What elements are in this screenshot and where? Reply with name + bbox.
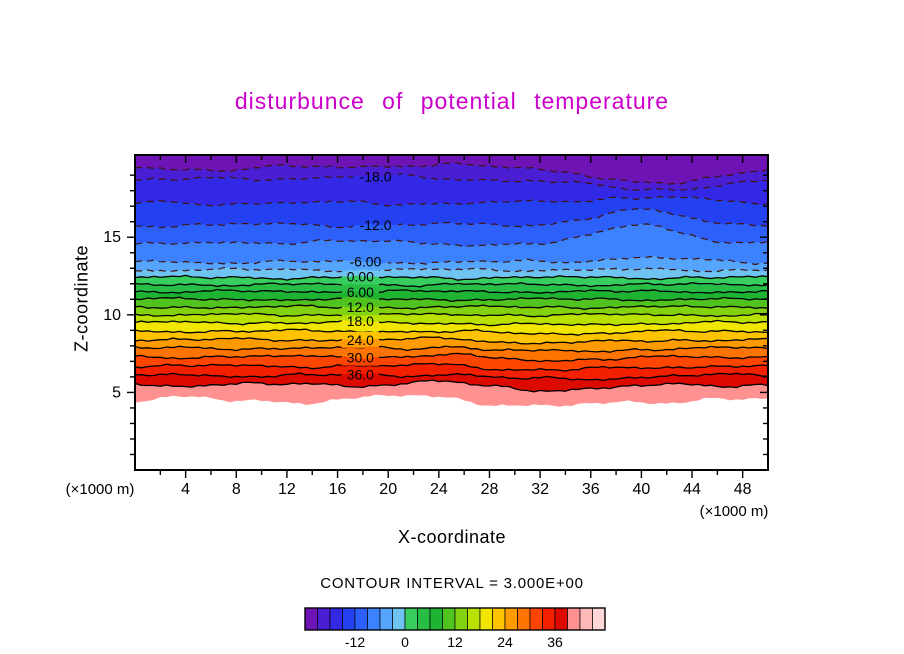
svg-text:24: 24 bbox=[430, 481, 448, 498]
svg-text:12: 12 bbox=[278, 481, 296, 498]
svg-text:30.0: 30.0 bbox=[347, 350, 374, 366]
svg-text:36: 36 bbox=[547, 634, 563, 650]
y-axis-unit-note: (×1000 m) bbox=[65, 481, 135, 498]
svg-text:-12: -12 bbox=[345, 634, 365, 650]
x-tick-labels: 4 8 12 16 20 24 28 32 36 40 44 48 bbox=[181, 481, 751, 498]
plot-frame bbox=[134, 154, 769, 471]
svg-text:36.0: 36.0 bbox=[347, 367, 374, 383]
chart-title: disturbunce of potential temperature bbox=[234, 88, 670, 114]
svg-text:5: 5 bbox=[112, 384, 121, 401]
svg-text:4: 4 bbox=[181, 481, 190, 498]
svg-text:0: 0 bbox=[401, 634, 409, 650]
svg-text:44: 44 bbox=[683, 481, 701, 498]
svg-text:16: 16 bbox=[329, 481, 347, 498]
svg-text:24: 24 bbox=[497, 634, 513, 650]
colorbar-tick-labels: -12 0 12 24 36 bbox=[345, 634, 563, 650]
svg-text:36: 36 bbox=[582, 481, 600, 498]
colorbar bbox=[304, 607, 606, 631]
svg-text:0.00: 0.00 bbox=[347, 268, 374, 284]
contour-fill-bands bbox=[135, 155, 768, 407]
svg-text:12.0: 12.0 bbox=[347, 299, 374, 315]
svg-text:-18.0: -18.0 bbox=[360, 168, 392, 184]
svg-text:48: 48 bbox=[734, 481, 752, 498]
x-axis-title: X-coordinate bbox=[397, 527, 507, 547]
svg-text:28: 28 bbox=[481, 481, 499, 498]
svg-text:6.00: 6.00 bbox=[347, 284, 374, 300]
svg-text:8: 8 bbox=[232, 481, 241, 498]
svg-text:15: 15 bbox=[103, 229, 121, 246]
axis-ticks bbox=[127, 155, 768, 478]
svg-text:20: 20 bbox=[379, 481, 397, 498]
contour-lines bbox=[135, 162, 768, 393]
y-tick-labels: 5 10 15 bbox=[103, 229, 121, 401]
x-axis-unit-note: (×1000 m) bbox=[699, 503, 769, 520]
svg-text:12: 12 bbox=[447, 634, 463, 650]
contour-interval-note: CONTOUR INTERVAL = 3.000E+00 bbox=[320, 575, 584, 592]
svg-text:24.0: 24.0 bbox=[347, 332, 374, 348]
svg-text:-12.0: -12.0 bbox=[360, 217, 392, 233]
svg-text:-6.00: -6.00 bbox=[349, 254, 381, 270]
svg-text:10: 10 bbox=[103, 307, 121, 324]
svg-text:32: 32 bbox=[531, 481, 549, 498]
svg-text:18.0: 18.0 bbox=[347, 313, 374, 329]
svg-text:40: 40 bbox=[633, 481, 651, 498]
